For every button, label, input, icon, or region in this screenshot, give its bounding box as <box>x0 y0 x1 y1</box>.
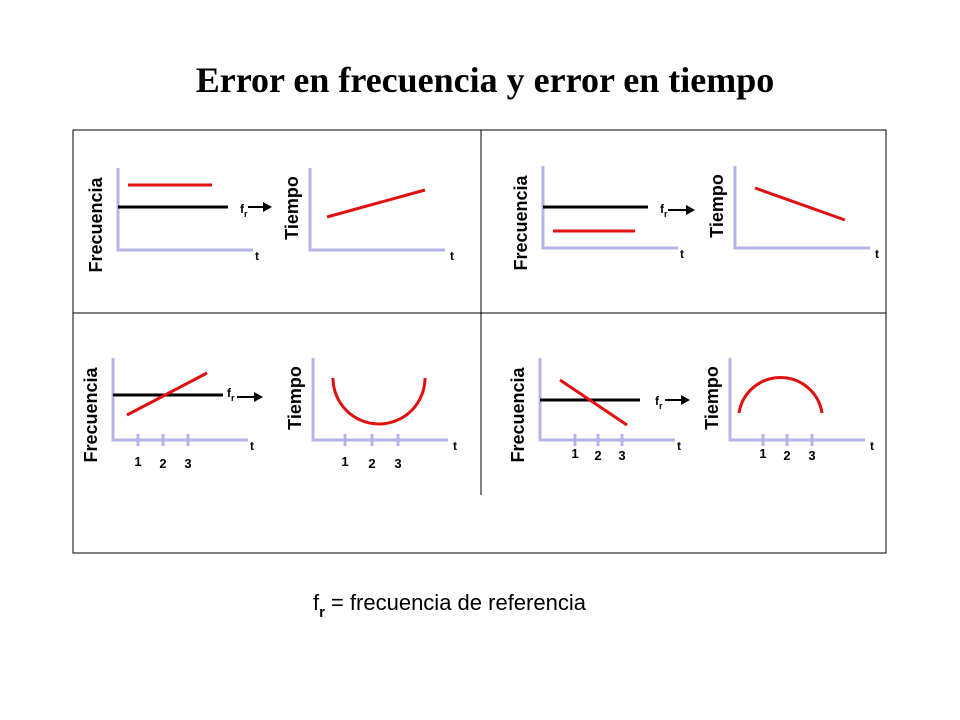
r: r <box>659 401 663 411</box>
tick-label: 1 <box>571 446 578 461</box>
freq-axis-label: Frecuencia <box>508 366 528 462</box>
t-label: t <box>450 249 454 263</box>
title: Error en frecuencia y error en tiempo <box>196 60 775 100</box>
tick-label: 1 <box>759 446 766 461</box>
arrow-head <box>686 205 695 215</box>
footer: fr = frecuencia de referencia <box>313 590 587 621</box>
freq-axis-label: Frecuencia <box>511 174 531 270</box>
time-error <box>737 376 824 414</box>
time-axis-label: Tiempo <box>282 176 302 240</box>
f: f <box>660 202 665 216</box>
tick-label: 2 <box>159 456 166 471</box>
f: f <box>313 590 320 615</box>
t-label: t <box>875 247 879 261</box>
time-axis-label: Tiempo <box>285 366 305 430</box>
tick-label: 3 <box>394 456 401 471</box>
tick-label: 1 <box>134 454 141 469</box>
time-axes <box>311 358 448 442</box>
tick-label: 2 <box>783 448 790 463</box>
frame <box>72 129 887 554</box>
t-label: t <box>870 439 874 453</box>
f: f <box>227 386 232 400</box>
arrow-head <box>263 202 272 212</box>
tick-label: 2 <box>368 456 375 471</box>
time-error <box>331 377 427 426</box>
r: r <box>244 209 248 219</box>
r: r <box>319 604 325 621</box>
f: f <box>240 202 245 216</box>
fr-label: fr <box>660 202 668 219</box>
t-label: t <box>250 439 254 453</box>
freq-axes <box>111 358 248 442</box>
arrow-head <box>681 395 690 405</box>
tick-label: 3 <box>618 448 625 463</box>
freq-axis-label: Frecuencia <box>81 366 101 462</box>
t-label: t <box>453 439 457 453</box>
tick-label: 2 <box>594 448 601 463</box>
time-axis-label: Tiempo <box>702 366 722 430</box>
time-error <box>326 188 426 219</box>
tick-label: 3 <box>808 448 815 463</box>
fr-label: fr <box>240 202 248 219</box>
freq-axes <box>116 168 253 252</box>
fr-label: fr <box>227 386 235 403</box>
footer-text: = frecuencia de referencia <box>331 590 587 615</box>
freq-axes <box>538 358 675 442</box>
time-axis-label: Tiempo <box>707 174 727 238</box>
time-axes <box>728 358 865 442</box>
freq-axes <box>541 166 678 250</box>
t-label: t <box>255 249 259 263</box>
time-axes <box>733 166 870 250</box>
r: r <box>664 209 668 219</box>
tick-label: 1 <box>341 454 348 469</box>
time-error <box>754 186 846 222</box>
arrow-head <box>254 392 263 402</box>
tick-label: 3 <box>184 456 191 471</box>
t-label: t <box>680 247 684 261</box>
fr-label: fr <box>655 394 663 411</box>
freq-error <box>559 378 628 427</box>
freq-axis-label: Frecuencia <box>86 176 106 272</box>
freq-error <box>126 371 208 417</box>
r: r <box>231 393 235 403</box>
time-axes <box>308 168 445 252</box>
f: f <box>655 394 660 408</box>
t-label: t <box>677 439 681 453</box>
